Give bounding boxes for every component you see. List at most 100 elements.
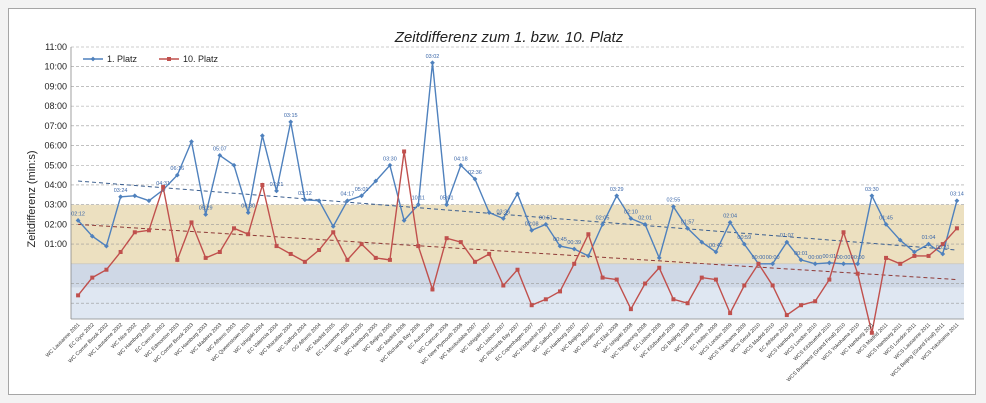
data-label: 04:17: [341, 192, 355, 198]
data-point-1: [174, 172, 180, 178]
data-label: 03:29: [610, 187, 624, 193]
y-tick-label: 08:00: [44, 101, 67, 111]
gridlines: [70, 46, 964, 320]
data-point-1: [685, 225, 690, 231]
line-chart: Zeitdifferenz zum 1. bzw. 10. Platz Zeit…: [26, 29, 964, 383]
data-point-2: [884, 255, 889, 260]
data-point-2: [175, 257, 180, 262]
data-label: 03:14: [950, 192, 964, 198]
data-label: 02:04: [723, 213, 737, 219]
data-point-2: [444, 236, 449, 241]
data-point-1: [812, 261, 818, 267]
data-point-1: [345, 198, 350, 204]
data-point-1: [869, 193, 875, 199]
data-point-2: [770, 283, 775, 288]
data-point-2: [912, 253, 917, 258]
data-point-2: [132, 230, 137, 235]
data-point-1: [387, 162, 393, 168]
data-point-1: [926, 241, 931, 247]
data-point-1: [401, 218, 407, 223]
data-point-1: [897, 237, 903, 243]
data-label: 02:55: [667, 198, 681, 204]
data-point-2: [869, 330, 874, 335]
data-point-1: [770, 261, 776, 267]
data-point-1: [231, 162, 237, 168]
data-point-1: [600, 221, 605, 227]
legend-marker: [90, 56, 96, 62]
data-label: 03:36: [496, 209, 510, 215]
data-point-1: [146, 198, 152, 204]
data-point-2: [246, 232, 251, 237]
data-label: 02:10: [624, 209, 638, 215]
data-point-2: [813, 299, 818, 304]
data-label: 02:05: [596, 215, 610, 221]
data-label: 07:21: [270, 182, 284, 188]
y-tick-label: 11:00: [45, 42, 67, 52]
data-point-2: [373, 255, 378, 260]
data-labels: 02:12 03:24 04:31 06:16 05:29 05:07 06:30 07:21…: [71, 54, 964, 261]
data-label: 06:30: [241, 204, 255, 210]
data-point-2: [203, 255, 208, 260]
chart-title: Zeitdifferenz zum 1. bzw. 10. Platz: [394, 29, 624, 46]
data-point-1: [883, 221, 889, 227]
data-point-2: [756, 261, 761, 266]
data-point-2: [855, 271, 860, 276]
data-point-1: [699, 239, 705, 245]
data-point-2: [954, 226, 959, 231]
data-label: 01:07: [780, 233, 794, 239]
data-point-2: [458, 240, 463, 245]
data-label: 06:16: [170, 166, 184, 172]
data-point-2: [274, 244, 279, 249]
data-point-1: [274, 188, 279, 194]
data-label: 00:31: [936, 245, 950, 251]
y-tick-label: 05:00: [44, 160, 67, 170]
data-point-2: [501, 283, 506, 288]
data-label: 00:01: [822, 254, 836, 260]
legend-label: 1. Platz: [107, 54, 138, 64]
data-point-2: [288, 251, 293, 256]
data-point-2: [558, 289, 563, 294]
data-label: 01:57: [681, 219, 695, 225]
data-point-2: [302, 259, 307, 264]
data-point-2: [728, 311, 733, 316]
data-label: 10:11: [412, 196, 425, 202]
data-label: 00:00: [837, 255, 851, 261]
data-point-2: [161, 184, 166, 189]
data-point-1: [940, 251, 946, 257]
y-tick-label: 07:00: [44, 121, 67, 131]
data-label: 00:59: [737, 235, 751, 241]
data-point-2: [416, 244, 421, 249]
data-point-1: [330, 223, 336, 229]
y-tick-labels: 01:00 02:00 03:00 04:00 05:00 06:00 07:00 08:00…: [44, 42, 67, 249]
data-point-1: [671, 204, 676, 210]
y-tick-label: 03:00: [44, 200, 67, 210]
data-point-2: [90, 275, 95, 280]
data-label: 05:07: [213, 146, 227, 152]
data-point-1: [543, 221, 549, 227]
data-point-2: [487, 251, 492, 256]
data-label: 05:29: [199, 206, 213, 212]
data-point-2: [189, 220, 194, 225]
legend-label: 10. Platz: [183, 54, 219, 64]
y-tick-label: 01:00: [44, 239, 67, 249]
data-point-1: [458, 162, 464, 168]
data-point-1: [359, 193, 364, 199]
data-point-2: [543, 297, 548, 302]
y-tick-label: 06:00: [44, 141, 67, 151]
y-axis-label: Zeitdifferenz (min:s): [26, 151, 38, 248]
y-tick-label: 02:00: [44, 219, 67, 229]
data-point-1: [118, 194, 124, 200]
data-point-1: [288, 119, 294, 125]
data-point-2: [742, 283, 747, 288]
data-point-1: [89, 233, 95, 239]
y-tick-label: 09:00: [44, 81, 67, 91]
data-point-2: [515, 267, 520, 272]
data-point-1: [628, 216, 634, 221]
data-point-1: [132, 193, 138, 199]
data-point-1: [515, 191, 520, 197]
data-point-1: [713, 249, 719, 255]
data-point-1: [500, 216, 506, 221]
data-point-1: [189, 139, 194, 145]
data-point-1: [259, 133, 265, 139]
